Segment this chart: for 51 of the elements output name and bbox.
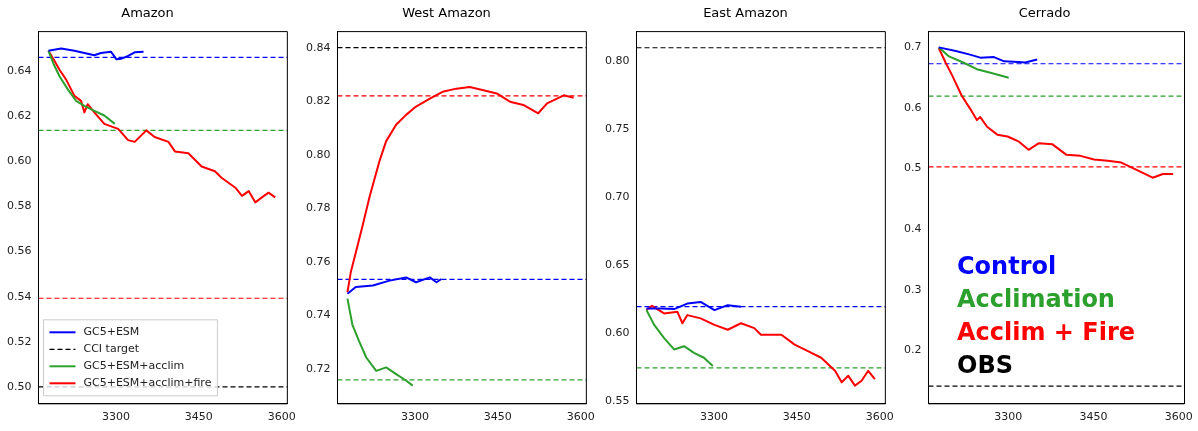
y-tick-label: 0.78 — [305, 201, 331, 215]
y-tick-label: 0.64 — [6, 63, 32, 77]
y-tick-label: 0.60 — [6, 154, 32, 168]
y-tick-label: 0.70 — [604, 190, 630, 204]
chart-title: Amazon — [121, 5, 174, 21]
x-tick-label: 3600 — [1164, 410, 1193, 424]
y-tick-label: 0.58 — [6, 199, 32, 213]
x-tick-label: 3300 — [699, 410, 728, 424]
y-tick-label: 0.50 — [6, 379, 32, 393]
chart-title: Cerrado — [1018, 5, 1071, 21]
y-tick-label: 0.6 — [903, 100, 922, 114]
y-tick-label: 0.65 — [604, 258, 630, 272]
x-tick-label: 3450 — [184, 410, 213, 424]
y-tick-label: 0.60 — [604, 326, 630, 340]
y-tick-label: 0.84 — [305, 40, 331, 54]
x-tick-label: 3600 — [566, 410, 595, 424]
y-tick-label: 0.74 — [305, 308, 331, 322]
y-tick-label: 0.7 — [903, 40, 922, 54]
y-tick-label: 0.54 — [6, 289, 32, 303]
y-tick-label: 0.80 — [604, 54, 630, 68]
x-tick-label: 3300 — [400, 410, 429, 424]
chart-title: West Amazon — [402, 5, 491, 21]
x-tick-label: 3600 — [865, 410, 894, 424]
y-tick-label: 0.4 — [903, 222, 922, 236]
y-tick-label: 0.52 — [6, 334, 32, 348]
y-tick-label: 0.82 — [305, 94, 331, 108]
x-tick-label: 3450 — [782, 410, 811, 424]
annotation: Acclimation — [957, 284, 1116, 315]
y-tick-label: 0.62 — [6, 109, 32, 123]
y-tick-label: 0.5 — [903, 161, 922, 175]
y-tick-label: 0.56 — [6, 244, 32, 258]
x-tick-label: 3600 — [267, 410, 296, 424]
y-tick-label: 0.55 — [604, 393, 630, 407]
legend-label: GC5+ESM+acclim+fire — [83, 376, 212, 390]
x-tick-label: 3300 — [101, 410, 130, 424]
legend-label: CCI target — [83, 342, 140, 356]
x-tick-label: 3300 — [994, 410, 1023, 424]
y-tick-label: 0.2 — [903, 343, 922, 357]
annotation: OBS — [957, 350, 1014, 381]
annotation: Acclim + Fire — [957, 317, 1136, 348]
y-tick-label: 0.76 — [305, 254, 331, 268]
x-tick-label: 3450 — [483, 410, 512, 424]
legend-label: GC5+ESM — [83, 325, 140, 339]
y-tick-label: 0.3 — [903, 282, 922, 296]
y-tick-label: 0.75 — [604, 122, 630, 136]
y-tick-label: 0.80 — [305, 147, 331, 161]
chart-title: East Amazon — [703, 5, 788, 21]
legend-label: GC5+ESM+acclim — [83, 359, 185, 373]
annotation: Control — [957, 251, 1058, 282]
y-tick-label: 0.72 — [305, 361, 331, 375]
x-tick-label: 3450 — [1079, 410, 1108, 424]
